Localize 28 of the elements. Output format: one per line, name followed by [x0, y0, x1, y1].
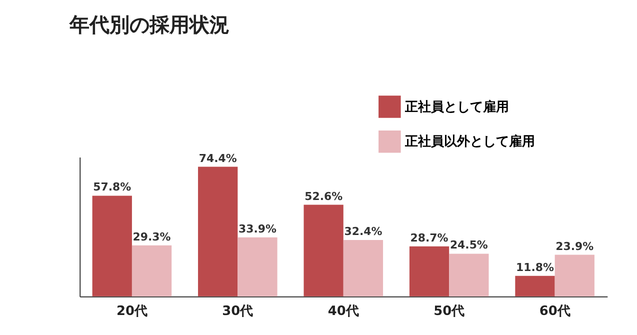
bar [515, 276, 555, 296]
bar [238, 237, 278, 296]
bar [449, 254, 489, 296]
x-tick-label: 30代 [222, 304, 254, 319]
x-tick-label: 20代 [116, 304, 148, 319]
data-label: 28.7% [410, 231, 448, 244]
x-tick-label: 50代 [434, 304, 465, 319]
data-label: 32.4% [344, 224, 382, 238]
data-label: 11.8% [516, 260, 554, 274]
bar [198, 166, 238, 296]
x-tick-label: 60代 [539, 304, 570, 319]
chart-title: 年代別の採用状況 [68, 14, 230, 37]
bar [343, 240, 384, 296]
data-label: 29.3% [132, 230, 171, 244]
bar [409, 246, 450, 296]
bar [554, 254, 594, 296]
legend-label: 正社員以外として雇用 [404, 134, 536, 150]
data-label: 23.9% [556, 240, 594, 253]
bar [132, 245, 172, 296]
data-label: 52.6% [304, 190, 343, 203]
bar [92, 196, 132, 296]
data-label: 74.4% [198, 152, 237, 165]
data-label: 33.9% [238, 222, 276, 236]
legend-label: 正社員として雇用 [404, 98, 510, 115]
bar [304, 204, 344, 296]
data-label: 57.8% [93, 180, 132, 194]
data-label: 24.5% [450, 238, 488, 252]
x-tick-label: 40代 [328, 304, 359, 319]
